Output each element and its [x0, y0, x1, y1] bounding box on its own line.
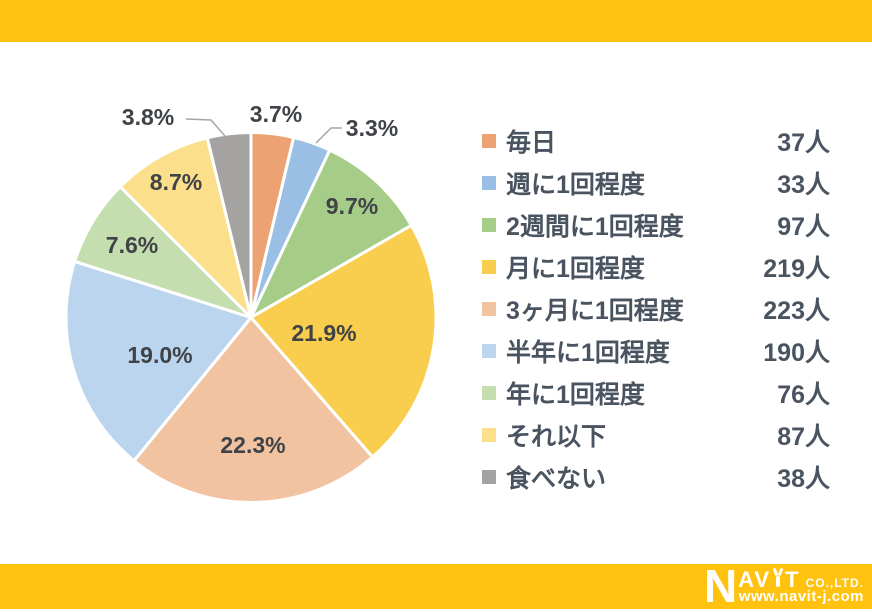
top-accent-bar — [0, 0, 872, 42]
legend-swatch — [482, 302, 496, 316]
legend-label: 週に1回程度 — [506, 171, 645, 199]
legend-item-7: 年に1回程度 76人 — [482, 372, 830, 414]
percent-label-2: 3.3% — [346, 115, 398, 141]
legend-count: 223人 — [763, 297, 830, 325]
percent-label-9: 3.8% — [122, 104, 174, 130]
percent-label-3: 9.7% — [326, 193, 378, 219]
legend-item-6: 半年に1回程度 190人 — [482, 330, 830, 372]
legend-label: 年に1回程度 — [506, 381, 645, 409]
navit-logo: N AV T CO.,LTD. www.navit-j.com — [703, 560, 864, 612]
legend-swatch — [482, 386, 496, 400]
percent-label-4: 21.9% — [291, 320, 356, 346]
legend-label: 毎日 — [506, 129, 557, 157]
legend-swatch — [482, 260, 496, 274]
pie-slice-6 — [64, 259, 253, 463]
percent-label-5: 22.3% — [220, 432, 285, 458]
legend-count: 33人 — [777, 171, 830, 199]
legend-label: 食べない — [506, 465, 607, 493]
logo-letter-t: T — [785, 567, 801, 592]
legend-count: 87人 — [777, 423, 830, 451]
rabbit-ears-i-icon — [772, 567, 784, 587]
legend-swatch — [482, 134, 496, 148]
legend-label: 月に1回程度 — [506, 255, 645, 283]
pie-slice-8 — [118, 136, 253, 319]
leader-line-1 — [315, 127, 342, 144]
legend: 毎日 37人週に1回程度 33人 2週間に1回程度 97人月に1回程度 219人 3ヶ月に1… — [482, 120, 830, 498]
pie-slice-4 — [249, 223, 438, 459]
percent-label-8: 8.7% — [150, 169, 202, 195]
legend-swatch — [482, 176, 496, 190]
legend-item-4: 月に1回程度 219人 — [482, 246, 830, 288]
logo-letters-av: AV — [738, 567, 772, 592]
legend-item-1: 毎日 37人 — [482, 120, 830, 162]
legend-swatch — [482, 470, 496, 484]
legend-item-9: 食べない 38人 — [482, 456, 830, 498]
pie-slice-5 — [132, 316, 374, 504]
legend-swatch — [482, 344, 496, 358]
legend-count: 76人 — [777, 381, 830, 409]
legend-label: 3ヶ月に1回程度 — [506, 297, 684, 325]
legend-swatch — [482, 428, 496, 442]
legend-item-2: 週に1回程度 33人 — [482, 162, 830, 204]
logo-co-ltd: CO.,LTD. — [805, 576, 864, 590]
legend-item-3: 2週間に1回程度 97人 — [482, 204, 830, 246]
legend-swatch — [482, 218, 496, 232]
legend-count: 38人 — [777, 465, 830, 493]
legend-count: 219人 — [763, 255, 830, 283]
percent-label-6: 19.0% — [127, 342, 192, 368]
legend-item-8: それ以下 87人 — [482, 414, 830, 456]
legend-item-5: 3ヶ月に1回程度 223人 — [482, 288, 830, 330]
logo-wordmark: AV T CO.,LTD. — [738, 567, 864, 592]
percent-label-1: 3.7% — [250, 101, 302, 127]
leader-line-2 — [185, 118, 226, 137]
logo-website: www.navit-j.com — [738, 588, 864, 605]
legend-label: 2週間に1回程度 — [506, 213, 684, 241]
pie-slice-9 — [205, 131, 253, 319]
pie-slice-3 — [249, 148, 413, 319]
percent-label-7: 7.6% — [106, 232, 158, 258]
legend-label: それ以下 — [506, 423, 607, 451]
legend-count: 97人 — [777, 213, 830, 241]
legend-count: 190人 — [763, 339, 830, 367]
legend-label: 半年に1回程度 — [506, 339, 670, 367]
bottom-accent-bar: N AV T CO.,LTD. www.navit-j.com — [0, 560, 872, 612]
legend-count: 37人 — [777, 129, 830, 157]
logo-letter-n: N — [703, 560, 738, 612]
